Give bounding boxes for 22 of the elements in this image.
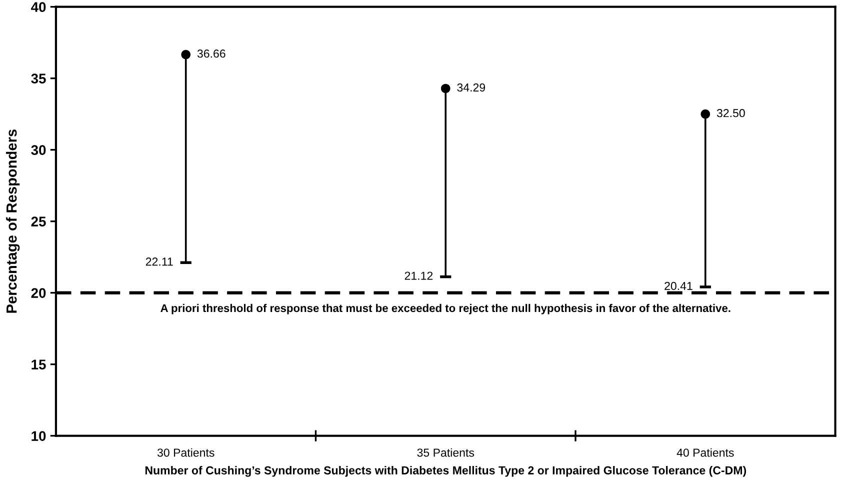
- ref-line-label: A priori threshold of response that must be exceeded to reject the null hypothesis in favor of the alternative.: [160, 304, 730, 314]
- y-tick-label: 10: [32, 431, 46, 441]
- point: [700, 109, 710, 119]
- data-label: 36.66: [197, 50, 226, 58]
- y-tick-label: 40: [31, 2, 46, 12]
- y-axis-title: Percentage of Responders: [6, 130, 20, 313]
- point: [440, 84, 450, 94]
- annotation: 22.11: [146, 258, 173, 266]
- y-tick-label: 35: [31, 74, 46, 84]
- point: [181, 50, 191, 60]
- x-tick-label: 35 Patients: [417, 448, 474, 457]
- x-tick-label: 30 Patients: [157, 448, 214, 457]
- x-tick-label: 40 Patients: [676, 448, 734, 457]
- y-tick-label: 25: [31, 216, 46, 226]
- x-axis-title: Number of Cushing’s Syndrome Subjects with Diabetes Mellitus Type 2 or Impaired Glucose Tolerance (C-DM): [145, 466, 746, 477]
- annotation: 20.41: [664, 282, 692, 290]
- data-label: 32.50: [716, 109, 745, 118]
- y-tick-label: 30: [31, 145, 46, 156]
- y-tick-label: 15: [32, 360, 46, 370]
- y-tick-label: 20: [31, 288, 46, 298]
- annotation: 21.12: [404, 272, 433, 280]
- data-label: 34.29: [457, 83, 486, 92]
